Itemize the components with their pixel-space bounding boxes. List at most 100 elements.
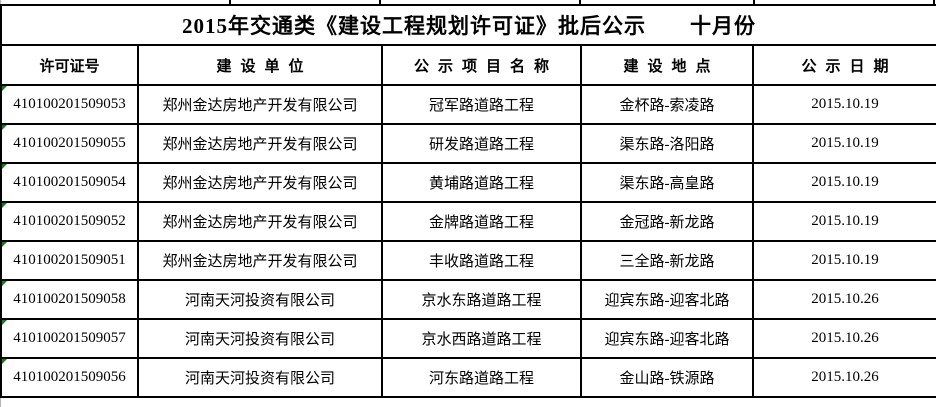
cropped-row-remnant bbox=[0, 0, 936, 4]
table-row: 410100201509056 河南天河投资有限公司 河东路道路工程 金山路-铁… bbox=[0, 357, 936, 398]
cell-publish-date[interactable]: 2015.10.26 bbox=[751, 279, 936, 320]
table-row: 410100201509057 河南天河投资有限公司 京水西路道路工程 迎宾东路… bbox=[0, 318, 936, 359]
cell-project-name[interactable]: 黄埔路道路工程 bbox=[381, 162, 582, 203]
cell-project-name[interactable]: 京水东路道路工程 bbox=[381, 279, 582, 320]
location-text: 三全路-新龙路 bbox=[619, 254, 715, 270]
permit-no-text: 410100201509055 bbox=[13, 135, 126, 151]
construction-unit-text: 郑州金达房地产开发有限公司 bbox=[162, 98, 358, 114]
permit-notice-table: 2015年交通类《建设工程规划许可证》批后公示 十月份 许可证号 建设单位 公示… bbox=[0, 4, 936, 398]
location-text: 金山路-铁源路 bbox=[619, 371, 715, 387]
construction-unit-text: 郑州金达房地产开发有限公司 bbox=[162, 137, 358, 153]
cell-permit-no[interactable]: 410100201509054 bbox=[0, 162, 139, 203]
cell-project-name[interactable]: 金牌路道路工程 bbox=[381, 201, 582, 242]
project-name-text: 丰收路道路工程 bbox=[428, 254, 534, 270]
construction-unit-text: 郑州金达房地产开发有限公司 bbox=[162, 176, 358, 192]
publish-date-text: 2015.10.19 bbox=[811, 135, 879, 151]
excel-error-indicator-icon bbox=[3, 87, 7, 91]
table-title[interactable]: 2015年交通类《建设工程规划许可证》批后公示 十月份 bbox=[0, 4, 936, 46]
location-text: 渠东路-高皇路 bbox=[619, 176, 715, 192]
location-text: 迎宾东路-迎客北路 bbox=[604, 332, 730, 348]
cell-construction-unit[interactable]: 郑州金达房地产开发有限公司 bbox=[137, 162, 383, 203]
publish-date-text: 2015.10.19 bbox=[811, 96, 879, 112]
cell-location[interactable]: 渠东路-洛阳路 bbox=[580, 123, 754, 164]
cell-publish-date[interactable]: 2015.10.19 bbox=[751, 201, 936, 242]
cell-project-name[interactable]: 丰收路道路工程 bbox=[381, 240, 582, 281]
grid-remnant-tick bbox=[379, 0, 381, 4]
cell-permit-no[interactable]: 410100201509051 bbox=[0, 240, 139, 281]
cell-publish-date[interactable]: 2015.10.19 bbox=[751, 84, 936, 125]
construction-unit-text: 河南天河投资有限公司 bbox=[184, 332, 335, 348]
cell-location[interactable]: 金山路-铁源路 bbox=[580, 357, 754, 398]
table-row: 410100201509058 河南天河投资有限公司 京水东路道路工程 迎宾东路… bbox=[0, 279, 936, 320]
cell-location[interactable]: 迎宾东路-迎客北路 bbox=[580, 279, 754, 320]
publish-date-text: 2015.10.19 bbox=[811, 213, 879, 229]
cell-project-name[interactable]: 研发路道路工程 bbox=[381, 123, 582, 164]
cell-permit-no[interactable]: 410100201509053 bbox=[0, 84, 139, 125]
permit-no-text: 410100201509052 bbox=[13, 213, 126, 229]
cell-construction-unit[interactable]: 河南天河投资有限公司 bbox=[137, 318, 383, 359]
location-text: 迎宾东路-迎客北路 bbox=[604, 293, 730, 309]
excel-error-indicator-icon bbox=[3, 282, 7, 286]
cell-construction-unit[interactable]: 郑州金达房地产开发有限公司 bbox=[137, 240, 383, 281]
excel-error-indicator-icon bbox=[3, 321, 7, 325]
project-name-text: 金牌路道路工程 bbox=[428, 215, 534, 231]
project-name-text: 京水西路道路工程 bbox=[421, 332, 542, 348]
table-row: 410100201509052 郑州金达房地产开发有限公司 金牌路道路工程 金冠… bbox=[0, 201, 936, 242]
excel-error-indicator-icon bbox=[3, 360, 7, 364]
cell-project-name[interactable]: 京水西路道路工程 bbox=[381, 318, 582, 359]
cell-location[interactable]: 迎宾东路-迎客北路 bbox=[580, 318, 754, 359]
project-name-text: 研发路道路工程 bbox=[428, 137, 534, 153]
publish-date-text: 2015.10.26 bbox=[811, 369, 879, 385]
cell-permit-no[interactable]: 410100201509057 bbox=[0, 318, 139, 359]
header-row: 许可证号 建设单位 公示项目名称 建设地点 公示日期 bbox=[0, 44, 936, 86]
permit-no-text: 410100201509056 bbox=[13, 369, 126, 385]
permit-no-text: 410100201509057 bbox=[13, 330, 126, 346]
cell-location[interactable]: 三全路-新龙路 bbox=[580, 240, 754, 281]
table-row: 410100201509053 郑州金达房地产开发有限公司 冠军路道路工程 金杯… bbox=[0, 84, 936, 125]
cell-construction-unit[interactable]: 郑州金达房地产开发有限公司 bbox=[137, 201, 383, 242]
grid-remnant-tick bbox=[753, 0, 755, 4]
cell-publish-date[interactable]: 2015.10.19 bbox=[751, 240, 936, 281]
column-header-publish-date[interactable]: 公示日期 bbox=[751, 44, 936, 86]
project-name-text: 河东路道路工程 bbox=[428, 371, 534, 387]
project-name-text: 冠军路道路工程 bbox=[428, 98, 534, 114]
publish-date-text: 2015.10.19 bbox=[811, 252, 879, 268]
cell-location[interactable]: 金冠路-新龙路 bbox=[580, 201, 754, 242]
cell-construction-unit[interactable]: 郑州金达房地产开发有限公司 bbox=[137, 84, 383, 125]
project-name-text: 黄埔路道路工程 bbox=[428, 176, 534, 192]
column-header-construction-unit[interactable]: 建设单位 bbox=[137, 44, 383, 86]
location-text: 渠东路-洛阳路 bbox=[619, 137, 715, 153]
cell-permit-no[interactable]: 410100201509052 bbox=[0, 201, 139, 242]
cell-permit-no[interactable]: 410100201509058 bbox=[0, 279, 139, 320]
column-header-permit-no[interactable]: 许可证号 bbox=[0, 44, 139, 86]
cell-construction-unit[interactable]: 河南天河投资有限公司 bbox=[137, 279, 383, 320]
cell-project-name[interactable]: 河东路道路工程 bbox=[381, 357, 582, 398]
cell-publish-date[interactable]: 2015.10.19 bbox=[751, 162, 936, 203]
excel-error-indicator-icon bbox=[3, 165, 7, 169]
cell-location[interactable]: 金杯路-索凌路 bbox=[580, 84, 754, 125]
table-row: 410100201509055 郑州金达房地产开发有限公司 研发路道路工程 渠东… bbox=[0, 123, 936, 164]
excel-error-indicator-icon bbox=[3, 204, 7, 208]
cell-construction-unit[interactable]: 河南天河投资有限公司 bbox=[137, 357, 383, 398]
cell-permit-no[interactable]: 410100201509056 bbox=[0, 357, 139, 398]
cell-publish-date[interactable]: 2015.10.19 bbox=[751, 123, 936, 164]
cell-permit-no[interactable]: 410100201509055 bbox=[0, 123, 139, 164]
sheet-edge-remnant bbox=[0, 398, 1, 407]
cell-publish-date[interactable]: 2015.10.26 bbox=[751, 318, 936, 359]
cell-project-name[interactable]: 冠军路道路工程 bbox=[381, 84, 582, 125]
column-header-location[interactable]: 建设地点 bbox=[580, 44, 754, 86]
excel-error-indicator-icon bbox=[3, 126, 7, 130]
column-header-project-name[interactable]: 公示项目名称 bbox=[381, 44, 582, 86]
excel-error-indicator-icon bbox=[3, 243, 7, 247]
table-row: 410100201509051 郑州金达房地产开发有限公司 丰收路道路工程 三全… bbox=[0, 240, 936, 281]
permit-no-text: 410100201509058 bbox=[13, 291, 126, 307]
construction-unit-text: 郑州金达房地产开发有限公司 bbox=[162, 215, 358, 231]
permit-no-text: 410100201509053 bbox=[13, 96, 126, 112]
publish-date-text: 2015.10.26 bbox=[811, 330, 879, 346]
permit-no-text: 410100201509054 bbox=[13, 174, 126, 190]
permit-no-text: 410100201509051 bbox=[13, 252, 126, 268]
cell-construction-unit[interactable]: 郑州金达房地产开发有限公司 bbox=[137, 123, 383, 164]
cell-location[interactable]: 渠东路-高皇路 bbox=[580, 162, 754, 203]
cell-publish-date[interactable]: 2015.10.26 bbox=[751, 357, 936, 398]
